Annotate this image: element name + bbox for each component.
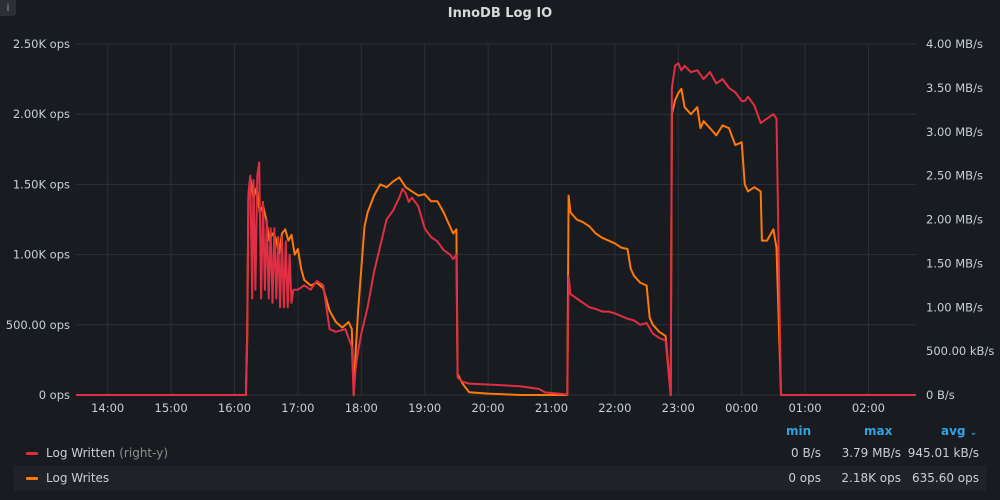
x-tick-label: 19:00: [408, 401, 441, 415]
x-tick-label: 15:00: [155, 401, 188, 415]
x-tick-label: 14:00: [91, 401, 124, 415]
x-tick-label: 22:00: [598, 401, 631, 415]
y-right-tick-label: 1.00 MB/s: [926, 300, 983, 314]
legend-header: min max avg ⌄: [0, 424, 1000, 440]
panel-title[interactable]: InnoDB Log IO: [447, 6, 553, 21]
legend-min-log-writes: 0 ops: [788, 471, 821, 485]
chevron-down-icon[interactable]: ⌄: [969, 428, 978, 438]
legend-header-max[interactable]: max: [864, 424, 893, 438]
series-line-log-writes[interactable]: [76, 87, 916, 396]
legend-min-log-written: 0 B/s: [791, 446, 821, 460]
y-left-tick-label: 1.00K ops: [13, 248, 70, 262]
x-tick-label: 16:00: [218, 401, 251, 415]
legend-label-log-written[interactable]: Log Written: [46, 446, 116, 460]
y-left-tick-label: 0 ops: [39, 388, 70, 402]
legend-swatch-log-writes: [26, 477, 38, 480]
legend-header-avg[interactable]: avg ⌄: [941, 424, 977, 438]
y-right-tick-label: 3.50 MB/s: [926, 81, 983, 95]
y-right-tick-label: 1.50 MB/s: [926, 256, 983, 270]
legend-series-name[interactable]: Log Writes: [46, 471, 109, 485]
legend-avg-log-written: 945.01 kB/s: [907, 446, 979, 460]
y-right-tick-label: 500.00 kB/s: [926, 344, 994, 358]
legend-row-log-written[interactable]: Log Written (right-y) 0 B/s 3.79 MB/s 945…: [14, 441, 986, 466]
series-layer[interactable]: [76, 62, 916, 396]
series-line-log-written[interactable]: [76, 62, 916, 396]
legend-swatch-log-written: [26, 452, 38, 455]
y-right-tick-label: 4.00 MB/s: [926, 37, 983, 51]
legend-header-avg-label[interactable]: avg: [941, 424, 966, 438]
grid: [76, 43, 916, 396]
y-left-tick-label: 500.00 ops: [6, 318, 70, 332]
legend-row-log-writes[interactable]: Log Writes 0 ops 2.18K ops 635.60 ops: [14, 466, 986, 491]
legend-series-name[interactable]: Log Written (right-y): [46, 446, 168, 460]
y-left-tick-label: 2.50K ops: [13, 37, 70, 51]
legend-header-min[interactable]: min: [786, 424, 812, 438]
x-tick-label: 01:00: [788, 401, 821, 415]
legend-max-log-writes: 2.18K ops: [841, 471, 901, 485]
x-tick-label: 23:00: [662, 401, 695, 415]
left-y-axis: 0 ops 500.00 ops 1.00K ops 1.50K ops 2.00K o…: [6, 37, 70, 402]
y-right-tick-label: 3.00 MB/s: [926, 125, 983, 139]
x-tick-label: 18:00: [345, 401, 378, 415]
x-tick-label: 21:00: [535, 401, 568, 415]
x-tick-label: 02:00: [852, 401, 885, 415]
y-left-tick-label: 2.00K ops: [13, 107, 70, 121]
info-icon[interactable]: i: [0, 0, 16, 16]
x-axis: 14:00 15:00 16:00 17:00 18:00 19:00 20:00 21:00…: [91, 401, 885, 415]
y-right-tick-label: 0 B/s: [926, 388, 955, 402]
legend-label-log-writes[interactable]: Log Writes: [46, 471, 110, 485]
legend-axis-note: (right-y): [119, 446, 169, 460]
legend-avg-log-writes: 635.60 ops: [911, 471, 979, 485]
y-right-tick-label: 2.00 MB/s: [926, 213, 983, 227]
y-right-tick-label: 2.50 MB/s: [926, 169, 983, 183]
x-tick-label: 17:00: [281, 401, 314, 415]
y-left-tick-label: 1.50K ops: [13, 177, 70, 191]
legend-max-log-written: 3.79 MB/s: [841, 446, 901, 460]
right-y-axis: 0 B/s 500.00 kB/s 1.00 MB/s 1.50 MB/s 2.00 M…: [926, 37, 994, 402]
x-tick-label: 20:00: [471, 401, 504, 415]
chart-area[interactable]: 0 ops 500.00 ops 1.00K ops 1.50K ops 2.00K o…: [0, 0, 1000, 420]
x-tick-label: 00:00: [725, 401, 758, 415]
